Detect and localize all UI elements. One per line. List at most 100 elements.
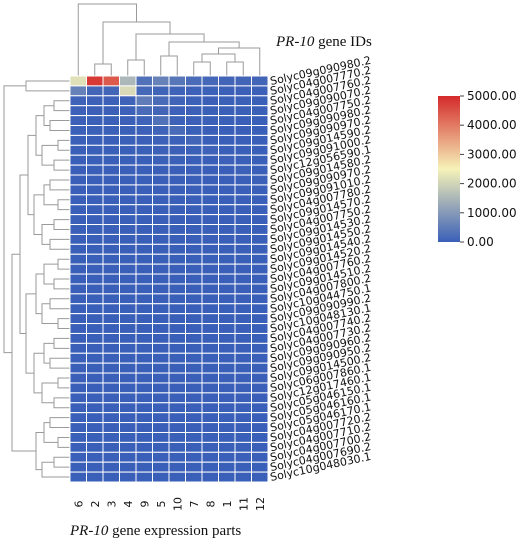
heatmap-cell <box>218 372 236 384</box>
heatmap-cell <box>251 283 269 295</box>
heatmap-cell <box>251 441 269 453</box>
heatmap-cell <box>185 382 203 394</box>
dendrogram-branch <box>102 21 171 64</box>
dendrogram-branch <box>35 273 44 315</box>
heatmap-cell <box>251 134 269 146</box>
heatmap-cell <box>135 224 153 235</box>
dendrogram-branch <box>57 199 70 211</box>
heatmap-cell <box>86 273 104 285</box>
heatmap-cell <box>69 95 87 107</box>
heatmap-cell <box>102 75 120 87</box>
heatmap-cell <box>251 253 269 265</box>
heatmap-cell <box>234 332 252 344</box>
heatmap-cell <box>168 451 186 463</box>
heatmap-cell <box>185 283 203 295</box>
heatmap-cell <box>234 75 252 87</box>
heatmap-cell <box>69 332 87 344</box>
heatmap-cell <box>201 372 219 384</box>
heatmap-cell <box>251 273 269 285</box>
heatmap-cell <box>102 451 120 463</box>
heatmap-cell <box>234 342 252 354</box>
heatmap-cell <box>152 263 170 275</box>
dendrogram-branch <box>49 417 70 429</box>
heatmap-cell <box>135 402 153 414</box>
heatmap-cell <box>152 214 170 226</box>
heatmap-cell <box>185 174 203 186</box>
dendrogram-branch <box>226 61 244 76</box>
heatmap-cell <box>119 352 137 364</box>
heatmap-cell <box>201 431 219 443</box>
heatmap-cell <box>102 362 120 374</box>
row-labels: Solyc09g090980.2Solyc04g007770.2Solyc04g… <box>269 54 372 484</box>
heatmap-cell <box>119 273 137 285</box>
heatmap-cell <box>251 154 269 166</box>
heatmap-cell <box>185 352 203 364</box>
heatmap-cell <box>119 134 137 146</box>
dendrogram-branch <box>53 337 70 349</box>
heatmap-cell <box>185 303 203 315</box>
heatmap-cell <box>102 402 120 414</box>
heatmap-cell <box>234 372 252 384</box>
heatmap-cell <box>102 422 120 433</box>
heatmap-cell <box>86 382 104 394</box>
heatmap-cell <box>185 115 203 127</box>
heatmap-cell <box>86 293 104 305</box>
dendrogram-branch <box>160 55 178 76</box>
heatmap-cell <box>218 115 236 127</box>
heatmap-cell <box>119 362 137 374</box>
heatmap-cell <box>218 144 236 156</box>
heatmap-cell <box>69 352 87 364</box>
heatmap-cell <box>251 362 269 374</box>
heatmap-cell <box>69 85 87 97</box>
column-label: 3 <box>105 501 118 508</box>
heatmap-cell <box>135 352 153 364</box>
heatmap-cell <box>152 144 170 156</box>
heatmap-cell <box>201 382 219 394</box>
heatmap-cell <box>201 115 219 127</box>
heatmap-cell <box>218 313 236 325</box>
heatmap-cell <box>135 194 153 206</box>
heatmap-cell <box>234 293 252 305</box>
dendrogram-branch <box>49 120 70 131</box>
heatmap-cell <box>102 352 120 364</box>
heatmap-cell <box>119 204 137 216</box>
heatmap-cell <box>234 184 252 196</box>
heatmap-cell <box>185 134 203 146</box>
heatmap-cell <box>234 243 252 255</box>
heatmap-cell <box>218 224 236 235</box>
heatmap-cell <box>102 332 120 344</box>
heatmap-cell <box>152 243 170 255</box>
heatmap-cell <box>201 85 219 97</box>
heatmap-cell <box>135 95 153 107</box>
dendrogram-branch <box>49 357 70 369</box>
heatmap-cell <box>102 154 120 166</box>
heatmap-cell <box>201 144 219 156</box>
heatmap-cell <box>168 283 186 295</box>
heatmap-cell <box>102 471 120 483</box>
heatmap-cell <box>218 362 236 374</box>
colorbar-tick-label: 4000.00 <box>467 118 517 132</box>
heatmap-cell <box>152 352 170 364</box>
heatmap-cell <box>135 125 153 136</box>
heatmap-cell <box>86 134 104 146</box>
heatmap-cell <box>69 273 87 285</box>
heatmap-cell <box>185 323 203 334</box>
heatmap-cell <box>185 263 203 275</box>
heatmap-cell <box>251 85 269 97</box>
heatmap-cell <box>119 283 137 295</box>
heatmap-cell <box>168 402 186 414</box>
heatmap-cell <box>234 233 252 245</box>
heatmap-cell <box>185 342 203 354</box>
heatmap-cell <box>119 332 137 344</box>
heatmap-cell <box>86 233 104 245</box>
heatmap-cell <box>152 412 170 424</box>
heatmap-cell <box>201 342 219 354</box>
heatmap-cell <box>234 164 252 176</box>
heatmap-cell <box>185 332 203 344</box>
heatmap-cell <box>69 243 87 255</box>
heatmap-cell <box>218 154 236 166</box>
heatmap-cell <box>201 214 219 226</box>
heatmap-cell <box>69 461 87 473</box>
heatmap-cell <box>168 422 186 433</box>
heatmap-cell <box>218 184 236 196</box>
